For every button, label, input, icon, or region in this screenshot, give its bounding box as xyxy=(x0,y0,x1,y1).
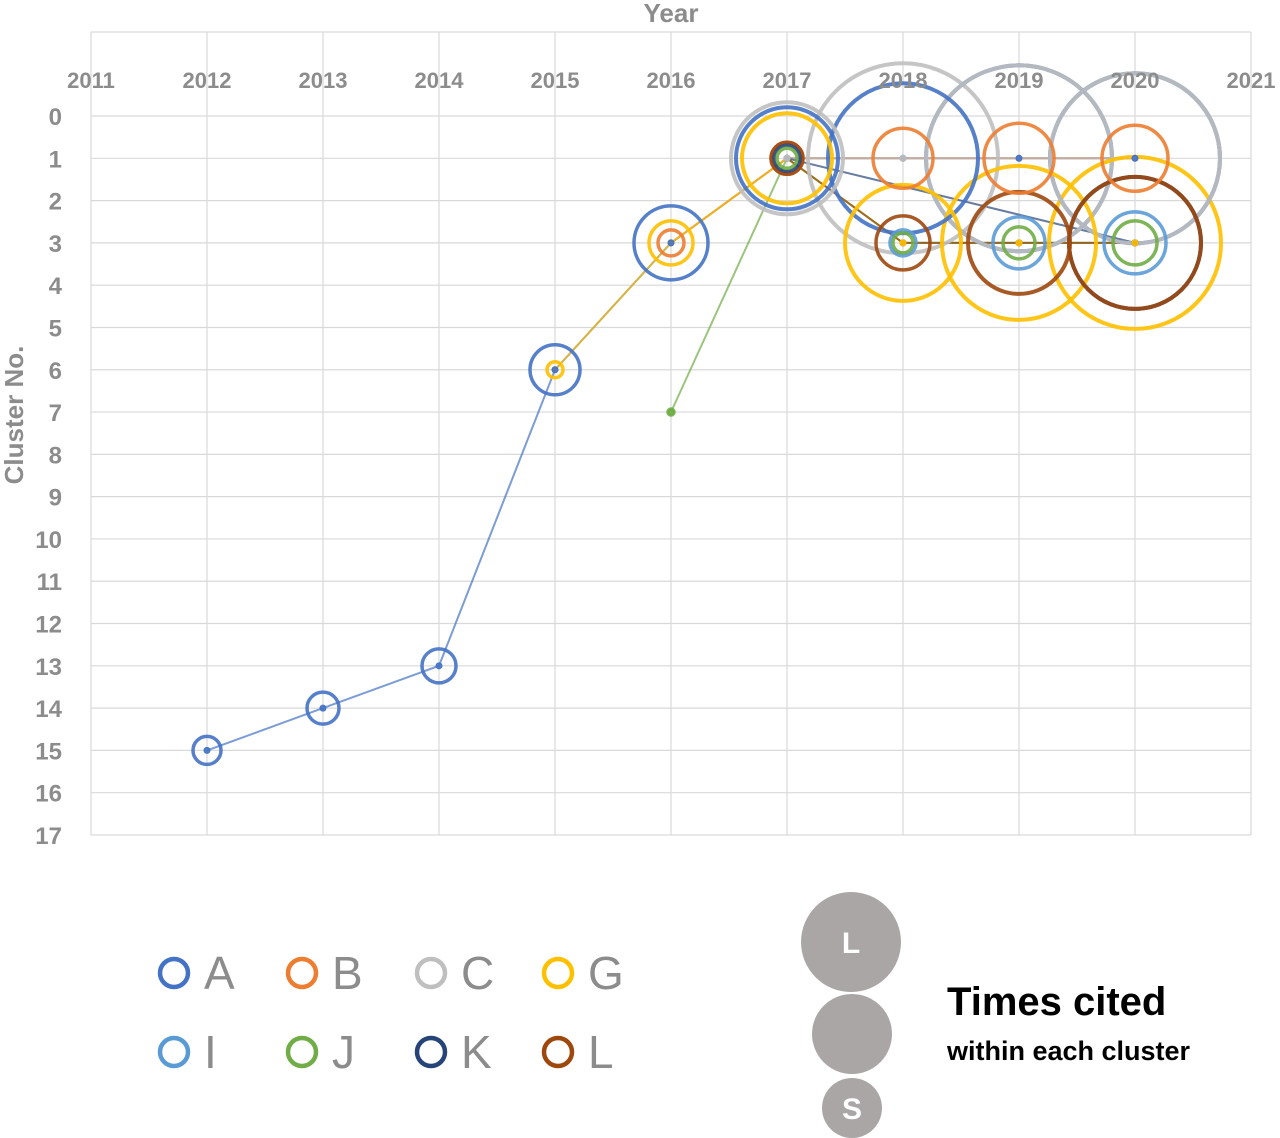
bubble-A-2015 xyxy=(528,343,582,397)
bubble-A-2012 xyxy=(191,734,223,767)
point-A-2016 xyxy=(667,239,675,247)
bubble-B-2019 xyxy=(982,121,1056,196)
legend-marker-J xyxy=(285,1035,319,1069)
bubble-C-2017 xyxy=(729,100,845,217)
legend-marker-B xyxy=(285,956,319,990)
x-tick-label: 2020 xyxy=(1111,68,1160,93)
y-tick-label: 14 xyxy=(35,696,62,723)
x-tick-label: 2013 xyxy=(299,68,348,93)
bubble-B-2018 xyxy=(871,126,935,191)
bubble-A-2014 xyxy=(420,647,458,685)
point-A-2012 xyxy=(203,746,211,754)
x-tick-label: 2021 xyxy=(1227,68,1276,93)
point-G-2020 xyxy=(1131,239,1139,247)
bubble-G-2019 xyxy=(940,163,1098,322)
point-A-2019 xyxy=(1015,154,1023,162)
bubble-I-2020 xyxy=(1102,210,1168,276)
size-legend-subtitle: within each cluster xyxy=(946,1036,1191,1066)
bubbles xyxy=(191,61,1223,767)
bubble-A-2013 xyxy=(305,690,341,726)
y-tick-label: 1 xyxy=(49,146,62,173)
bubble-J-2019 xyxy=(1001,225,1037,261)
bubble-J-2020 xyxy=(1111,219,1159,267)
bubble-G-2016 xyxy=(647,219,695,267)
y-tick-label: 11 xyxy=(37,569,62,596)
y-tick-label: 13 xyxy=(35,654,62,681)
point-A-2013 xyxy=(319,704,327,712)
point-A-2014 xyxy=(435,662,443,670)
bubble-A-2017 xyxy=(734,105,840,212)
point-C-2017 xyxy=(783,154,791,162)
legend-label-A: A xyxy=(204,947,235,999)
size-legend-small-label: S xyxy=(842,1093,862,1126)
y-tick-label: 12 xyxy=(35,612,62,639)
legend-marker-I xyxy=(157,1035,191,1069)
bubble-B-2016 xyxy=(656,228,686,258)
point-C-2018 xyxy=(899,154,907,162)
bubble-I-2018 xyxy=(888,228,918,258)
point-A-2020 xyxy=(1131,154,1139,162)
x-tick-label: 2019 xyxy=(995,68,1044,93)
size-legend: L S Times cited within each cluster xyxy=(801,892,1191,1138)
y-tick-label: 4 xyxy=(49,273,63,300)
y-axis-title: Cluster No. xyxy=(0,346,29,485)
x-tick-label: 2012 xyxy=(183,68,232,93)
legend-marker-C xyxy=(414,956,448,990)
y-tick-label: 17 xyxy=(35,823,62,850)
y-tick-label: 6 xyxy=(49,358,62,385)
bubble-J-2017 xyxy=(775,146,799,171)
legend-label-J: J xyxy=(332,1026,355,1078)
size-legend-title: Times cited xyxy=(947,980,1166,1024)
x-tick-label: 2014 xyxy=(415,68,465,93)
bubble-L-2017 xyxy=(769,140,805,177)
size-legend-large-bubble xyxy=(801,892,901,992)
size-legend-large-label: L xyxy=(842,927,860,960)
legend-label-C: C xyxy=(461,947,494,999)
x-tick-label: 2016 xyxy=(647,68,696,93)
bubble-I-2019 xyxy=(991,215,1047,271)
bubble-J-2018 xyxy=(891,231,915,255)
legend-marker-A xyxy=(157,956,191,990)
y-tick-label: 15 xyxy=(35,738,62,765)
bubble-G-2015 xyxy=(545,360,565,380)
y-tick-label: 8 xyxy=(49,442,62,469)
bubble-K-2017 xyxy=(772,143,802,174)
grid xyxy=(90,31,1252,836)
legend-label-G: G xyxy=(588,947,624,999)
y-tick-label: 7 xyxy=(49,400,62,427)
x-tick-label: 2015 xyxy=(531,68,580,93)
bubble-L-2018 xyxy=(874,214,932,272)
y-tick-label: 9 xyxy=(49,485,62,512)
legend-label-I: I xyxy=(204,1026,217,1078)
bubble-G-2017 xyxy=(740,111,834,206)
point-G-2018 xyxy=(899,239,907,247)
bubble-G-2018 xyxy=(843,182,963,303)
y-tick-label: 10 xyxy=(35,527,62,554)
legend-marker-G xyxy=(541,956,575,990)
x-tick-label: 2017 xyxy=(763,68,812,93)
legend-marker-K xyxy=(414,1035,448,1069)
y-tick-label: 3 xyxy=(49,231,62,258)
y-tick-label: 0 xyxy=(49,104,62,131)
bubble-A-2016 xyxy=(632,204,710,282)
size-legend-small-bubble xyxy=(822,1078,882,1138)
y-tick-label: 5 xyxy=(49,315,62,342)
point-J-2016 xyxy=(667,408,675,416)
tick-labels: 2011 2012 2013 2014 2015 2016 2017 2018 2019 2020… xyxy=(35,68,1275,850)
x-axis-title: Year xyxy=(644,0,699,28)
legend: A B C G I J K L xyxy=(157,947,624,1078)
point-G-2019 xyxy=(1015,239,1023,247)
legend-label-B: B xyxy=(332,947,363,999)
y-tick-label: 16 xyxy=(35,781,62,808)
size-legend-medium-bubble xyxy=(812,994,892,1074)
x-tick-label: 2011 xyxy=(67,68,115,93)
bubble-B-2020 xyxy=(1100,123,1170,194)
legend-marker-L xyxy=(541,1035,575,1069)
legend-label-L: L xyxy=(588,1026,614,1078)
legend-label-K: K xyxy=(461,1026,492,1078)
y-tick-label: 2 xyxy=(49,189,62,216)
point-A-2015 xyxy=(551,366,559,374)
x-tick-label: 2018 xyxy=(879,68,928,93)
